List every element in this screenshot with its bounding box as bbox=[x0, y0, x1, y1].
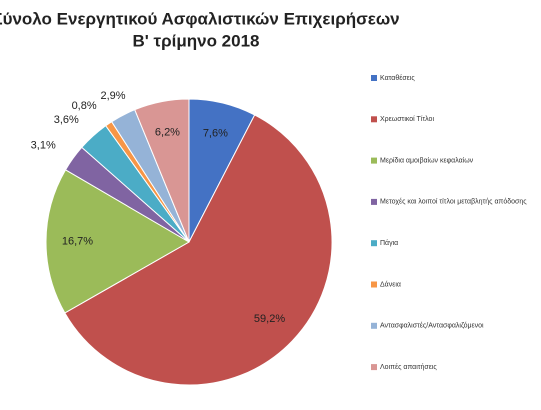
legend-label: Μερίδια αμοιβαίων κεφαλαίων bbox=[380, 156, 474, 164]
legend-label: Αντασφαλιστές/Αντασφαλιζόμενοι bbox=[380, 322, 484, 330]
legend-label: Χρεωστικοί Τίτλοι bbox=[380, 115, 434, 123]
data-label: 16,7% bbox=[62, 235, 93, 247]
legend-swatch bbox=[371, 157, 377, 164]
pie-slice bbox=[64, 114, 333, 386]
data-label: 7,6% bbox=[203, 128, 228, 140]
legend-swatch bbox=[371, 116, 377, 123]
data-label: 3,1% bbox=[31, 140, 56, 152]
chart-subtitle: Β' τρίμηνο 2018 bbox=[132, 31, 259, 50]
pie-slice bbox=[134, 98, 190, 243]
data-label: 6,2% bbox=[155, 126, 180, 138]
pie-slice bbox=[45, 169, 190, 314]
legend-swatch bbox=[371, 281, 377, 288]
legend-swatch bbox=[371, 198, 377, 205]
legend-label: Λοιπές απαιτήσεις bbox=[380, 363, 437, 371]
legend-swatch bbox=[371, 364, 377, 371]
data-label: 3,6% bbox=[54, 114, 79, 126]
data-label: 2,9% bbox=[100, 90, 125, 102]
legend-label: Πάγια bbox=[380, 239, 398, 247]
legend-swatch bbox=[371, 240, 377, 247]
legend-label: Δάνεια bbox=[380, 280, 401, 288]
chart-title: Σύνολο Ενεργητικού Ασφαλιστικών Επιχειρή… bbox=[0, 9, 400, 28]
legend-swatch bbox=[371, 75, 377, 81]
data-label: 59,2% bbox=[254, 313, 285, 325]
data-label: 0,8% bbox=[72, 100, 97, 112]
legend-label: Καταθέσεις bbox=[380, 74, 415, 82]
legend-label: Μετοχές και λοιποί τίτλοι μεταβλητής από… bbox=[380, 198, 527, 206]
legend-swatch bbox=[371, 322, 377, 329]
